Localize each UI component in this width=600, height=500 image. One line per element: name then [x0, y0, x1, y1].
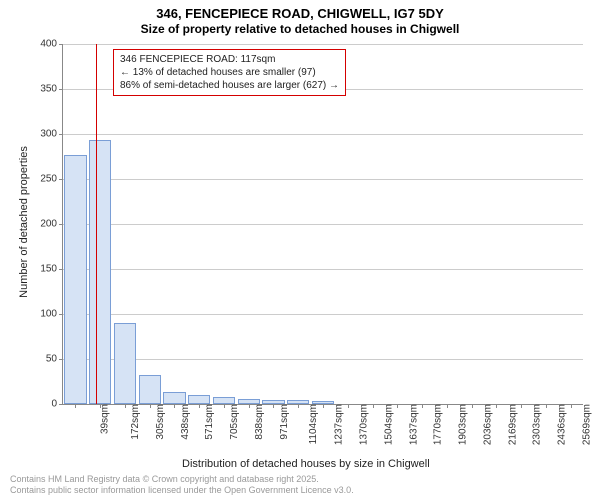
- xtick-label: 1637sqm: [404, 404, 419, 445]
- plot-area: 05010015020025030035040039sqm172sqm305sq…: [62, 44, 583, 405]
- xtick-label: 2036sqm: [478, 404, 493, 445]
- xtick-label: 1104sqm: [304, 404, 319, 444]
- chart-container: 346, FENCEPIECE ROAD, CHIGWELL, IG7 5DY …: [0, 0, 600, 500]
- xtick-label: 2436sqm: [553, 404, 568, 445]
- xtick-mark: [496, 404, 497, 408]
- bar: [188, 395, 210, 404]
- xtick-label: 1903sqm: [454, 404, 469, 445]
- bar: [114, 323, 136, 404]
- ytick-label: 100: [40, 309, 63, 320]
- ytick-label: 0: [51, 399, 63, 410]
- xtick-label: 2169sqm: [503, 404, 518, 445]
- gridline: [63, 269, 583, 270]
- footer-attribution: Contains HM Land Registry data © Crown c…: [10, 474, 354, 496]
- title-line-2: Size of property relative to detached ho…: [0, 22, 600, 36]
- xtick-mark: [472, 404, 473, 408]
- bar: [163, 392, 185, 404]
- gridline: [63, 44, 583, 45]
- xtick-mark: [521, 404, 522, 408]
- x-axis-label: Distribution of detached houses by size …: [182, 458, 430, 470]
- xtick-mark: [249, 404, 250, 408]
- gridline: [63, 314, 583, 315]
- gridline: [63, 359, 583, 360]
- title-line-1: 346, FENCEPIECE ROAD, CHIGWELL, IG7 5DY: [0, 6, 600, 22]
- ytick-label: 350: [40, 84, 63, 95]
- footer-line-2: Contains public sector information licen…: [10, 485, 354, 496]
- xtick-label: 1370sqm: [355, 404, 370, 445]
- xtick-mark: [224, 404, 225, 408]
- xtick-label: 971sqm: [275, 404, 290, 440]
- xtick-label: 39sqm: [96, 404, 111, 434]
- xtick-mark: [150, 404, 151, 408]
- reference-line: [96, 44, 97, 404]
- gridline: [63, 134, 583, 135]
- xtick-label: 2303sqm: [528, 404, 543, 445]
- xtick-label: 1770sqm: [429, 404, 444, 445]
- gridline: [63, 179, 583, 180]
- xtick-label: 838sqm: [250, 404, 265, 440]
- xtick-mark: [199, 404, 200, 408]
- y-axis-label: Number of detached properties: [18, 132, 30, 312]
- annotation-line: 346 FENCEPIECE ROAD: 117sqm: [120, 53, 339, 66]
- xtick-label: 2569sqm: [577, 404, 592, 445]
- xtick-mark: [397, 404, 398, 408]
- bar: [213, 397, 235, 404]
- xtick-mark: [125, 404, 126, 408]
- xtick-label: 305sqm: [151, 404, 166, 440]
- xtick-mark: [571, 404, 572, 408]
- xtick-mark: [100, 404, 101, 408]
- annotation-line: 86% of semi-detached houses are larger (…: [120, 79, 339, 92]
- xtick-label: 438sqm: [176, 404, 191, 440]
- bar: [89, 140, 111, 404]
- ytick-label: 50: [46, 354, 63, 365]
- ytick-label: 300: [40, 129, 63, 140]
- ytick-label: 200: [40, 219, 63, 230]
- xtick-label: 705sqm: [225, 404, 240, 440]
- xtick-mark: [273, 404, 274, 408]
- xtick-mark: [348, 404, 349, 408]
- xtick-mark: [75, 404, 76, 408]
- gridline: [63, 224, 583, 225]
- xtick-mark: [373, 404, 374, 408]
- xtick-mark: [174, 404, 175, 408]
- xtick-mark: [323, 404, 324, 408]
- footer-line-1: Contains HM Land Registry data © Crown c…: [10, 474, 354, 485]
- xtick-label: 1504sqm: [379, 404, 394, 445]
- xtick-mark: [546, 404, 547, 408]
- xtick-label: 571sqm: [201, 404, 216, 440]
- annotation-line: ← 13% of detached houses are smaller (97…: [120, 66, 339, 79]
- annotation-box: 346 FENCEPIECE ROAD: 117sqm← 13% of deta…: [113, 49, 346, 96]
- xtick-mark: [422, 404, 423, 408]
- xtick-label: 1237sqm: [330, 404, 345, 445]
- xtick-mark: [447, 404, 448, 408]
- ytick-label: 150: [40, 264, 63, 275]
- ytick-label: 250: [40, 174, 63, 185]
- bar: [139, 375, 161, 404]
- xtick-mark: [298, 404, 299, 408]
- bar: [64, 155, 86, 404]
- xtick-label: 172sqm: [126, 404, 141, 440]
- ytick-label: 400: [40, 39, 63, 50]
- chart-title: 346, FENCEPIECE ROAD, CHIGWELL, IG7 5DY …: [0, 0, 600, 36]
